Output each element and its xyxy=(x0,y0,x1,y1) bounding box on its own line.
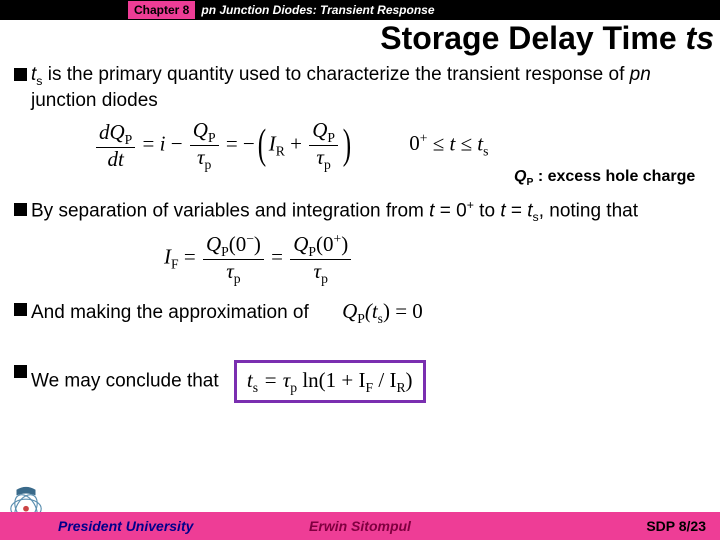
e: ≤ t ≤ t xyxy=(427,131,483,155)
e: I xyxy=(269,131,276,155)
e: ) xyxy=(254,232,261,256)
bullet-icon xyxy=(14,203,27,216)
content-area: ts is the primary quantity used to chara… xyxy=(0,59,720,403)
header-bar: Chapter 8 pn Junction Diodes: Transient … xyxy=(0,0,720,20)
chapter-subtitle: pn Junction Diodes: Transient Response xyxy=(201,3,434,17)
e: F xyxy=(366,380,374,395)
bullet-icon xyxy=(14,68,27,81)
footer-left: President University xyxy=(58,518,193,534)
e: / I xyxy=(373,368,396,392)
e: dQ xyxy=(99,120,125,144)
e: 0 xyxy=(409,131,420,155)
e: I xyxy=(164,245,171,269)
e: p xyxy=(324,157,331,172)
e: τ xyxy=(197,145,205,169)
e: p xyxy=(234,271,241,286)
e: ) xyxy=(406,368,413,392)
bullet-4-text: We may conclude that ts = τp ln(1 + IF /… xyxy=(31,360,426,403)
a: Q xyxy=(514,168,526,185)
title-var: ts xyxy=(686,20,714,56)
t: = xyxy=(506,200,528,221)
t1: is the primary quantity used to characte… xyxy=(42,64,629,85)
e: Q xyxy=(342,299,357,323)
e: Q xyxy=(206,232,221,256)
bullet-2-text: By separation of variables and integrati… xyxy=(31,198,638,226)
e: F xyxy=(171,257,179,272)
e: − xyxy=(246,231,254,246)
t: We may conclude that xyxy=(31,370,219,391)
e: P xyxy=(357,312,365,327)
footer-right: SDP 8/23 xyxy=(646,518,706,534)
e: (0 xyxy=(316,232,334,256)
e: dt xyxy=(96,148,135,171)
title-text: Storage Delay Time xyxy=(380,20,685,56)
e: (0 xyxy=(229,232,247,256)
bullet-2: By separation of variables and integrati… xyxy=(14,198,708,226)
t: = 0 xyxy=(434,200,466,221)
equation-1: dQPdt = i − QPτp = −(IR + QPτp) 0+ ≤ t ≤… xyxy=(94,119,708,172)
bullet-3: And making the approximation of QP(ts) =… xyxy=(14,298,708,327)
e: Q xyxy=(193,118,208,142)
e: Q xyxy=(293,232,308,256)
e: R xyxy=(396,380,405,395)
bullet-icon xyxy=(14,303,27,316)
t: And making the approximation of xyxy=(31,302,309,323)
bullet-3-text: And making the approximation of QP(ts) =… xyxy=(31,298,423,327)
t3: junction diodes xyxy=(31,90,158,111)
e: τ xyxy=(314,259,322,283)
bullet-icon xyxy=(14,365,27,378)
bullet-1-text: ts is the primary quantity used to chara… xyxy=(31,63,708,113)
t: to xyxy=(474,200,500,221)
e: R xyxy=(276,144,285,159)
e: Q xyxy=(312,118,327,142)
e: (t xyxy=(365,299,378,323)
e: p xyxy=(321,271,328,286)
e: s xyxy=(483,144,488,159)
annotation: QP : excess hole charge xyxy=(514,168,708,189)
e: ) xyxy=(341,232,348,256)
e: P xyxy=(221,244,229,259)
footer-bar: President University Erwin Sitompul SDP … xyxy=(0,512,720,540)
e: τ xyxy=(226,259,234,283)
chapter-label: Chapter 8 xyxy=(128,1,195,19)
t: By separation of variables and integrati… xyxy=(31,200,429,221)
equation-2: IF = QP(0−)τp = QP(0+)τp xyxy=(164,231,708,286)
e: ln(1 + I xyxy=(297,368,365,392)
bullet-1: ts is the primary quantity used to chara… xyxy=(14,63,708,113)
a: : excess hole charge xyxy=(533,168,695,185)
t: , noting that xyxy=(539,200,638,221)
e: P xyxy=(208,130,216,145)
e: ) = 0 xyxy=(383,299,423,323)
t2: pn xyxy=(630,64,651,85)
e: P xyxy=(308,244,316,259)
e: = τ xyxy=(258,368,290,392)
slide-title: Storage Delay Time ts xyxy=(0,20,720,59)
footer-center: Erwin Sitompul xyxy=(309,518,411,534)
e: τ xyxy=(316,145,324,169)
e: P xyxy=(327,130,335,145)
t: + xyxy=(467,198,474,212)
bullet-4: We may conclude that ts = τp ln(1 + IF /… xyxy=(14,360,708,403)
boxed-equation: ts = τp ln(1 + IF / IR) xyxy=(234,360,426,403)
e: p xyxy=(205,157,212,172)
e: P xyxy=(125,132,133,147)
